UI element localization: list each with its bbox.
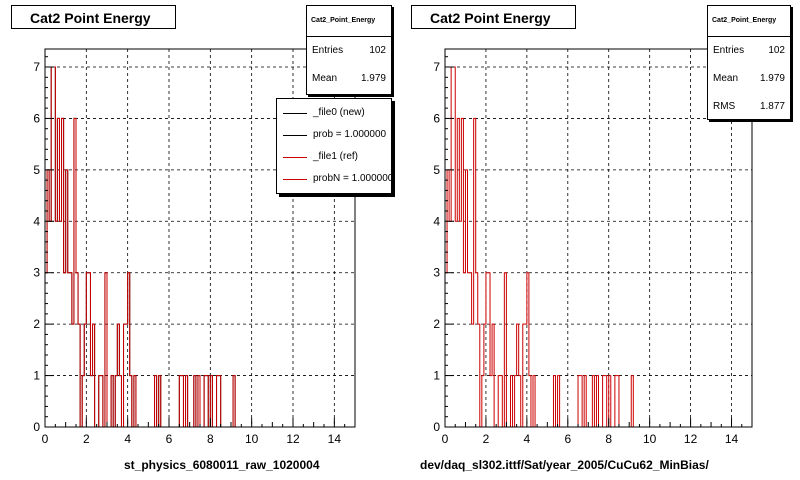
y-tick-label: 1 [433,369,440,383]
y-tick-label: 6 [33,111,40,125]
y-tick-label: 2 [433,317,440,331]
x-tick-label: 6 [564,432,571,446]
y-tick-label: 0 [33,420,40,434]
y-tick-label: 5 [433,163,440,177]
legend-line [283,156,307,158]
legend-line [283,134,307,136]
right-stats-row-rms: RMS 1.877 [708,93,790,121]
legend-entry-label: prob = 1.000000 [313,129,387,140]
right-stats-mean-value: 1.979 [759,73,785,84]
y-tick-label: 4 [33,214,40,228]
left-legend: _file0 (new) prob = 1.000000 _file1 (ref… [276,98,392,194]
y-tick-label: 1 [33,369,40,383]
legend-line [283,178,307,180]
right-run-label: dev/daq_sl302.ittf/Sat/year_2005/CuCu62_… [420,458,709,472]
y-tick-label: 4 [433,214,440,228]
y-tick-label: 6 [433,111,440,125]
legend-entry: prob = 1.000000 [277,124,391,146]
legend-entry-label: _file0 (new) [313,107,365,118]
y-tick-label: 2 [33,317,40,331]
x-tick-label: 14 [328,432,342,446]
x-tick-label: 8 [207,432,214,446]
y-tick-label: 0 [433,420,440,434]
y-tick-label: 7 [433,60,440,74]
left-pad: 0 2 4 6 8 10 12 14 0 1 2 3 4 5 6 7 Cat2 Point Energy Ca… [11,5,392,472]
x-tick-label: 6 [166,432,173,446]
legend-entry: _file1 (ref) [277,146,391,168]
x-tick-label: 12 [286,432,300,446]
right-stats-entries-label: Entries [713,45,745,56]
x-tick-label: 12 [684,432,698,446]
right-stats-rms-label: RMS [713,101,736,112]
right-stats-rms-value: 1.877 [759,101,785,112]
legend-line [283,112,307,114]
x-tick-label: 2 [483,432,490,446]
legend-entry-label: probN = 1.000000 [313,173,392,184]
left-title-box: Cat2 Point Energy [11,5,176,29]
left-stats-row-mean: Mean 1.979 [307,65,391,93]
right-title: Cat2 Point Energy [430,10,551,26]
left-stats-entries-value: 102 [369,45,386,56]
x-tick-label: 0 [42,432,49,446]
y-tick-label: 3 [433,266,440,280]
x-tick-label: 0 [442,432,449,446]
legend-entry: probN = 1.000000 [277,168,391,190]
right-stats-box: Cat2_Point_Energy Entries 102 Mean 1.979… [707,5,791,120]
x-tick-label: 2 [83,432,90,446]
left-stats-name: Cat2_Point_Energy [307,6,391,37]
right-stats-row-entries: Entries 102 [708,37,790,65]
right-stats-mean-label: Mean [713,73,739,84]
y-tick-label: 3 [33,266,40,280]
right-title-box: Cat2 Point Energy [411,5,576,29]
y-tick-label: 7 [33,60,40,74]
histogram-series-line [444,66,752,428]
legend-entry-label: _file1 (ref) [313,151,359,162]
x-tick-label: 10 [245,432,259,446]
x-tick-label: 8 [605,432,612,446]
right-stats-name: Cat2_Point_Energy [708,6,790,37]
x-tick-label: 14 [725,432,739,446]
left-stats-mean-label: Mean [312,73,338,84]
x-tick-label: 4 [124,432,131,446]
x-tick-label: 4 [524,432,531,446]
legend-entry: _file0 (new) [277,102,391,124]
right-pad: 0 2 4 6 8 10 12 14 0 1 2 3 4 5 6 7 Cat2 Point Energy Ca… [400,0,800,480]
plot-frame [444,48,753,428]
left-stats-box: Cat2_Point_Energy Entries 102 Mean 1.979 [306,5,392,95]
y-tick-label: 5 [33,163,40,177]
x-tick-label: 10 [643,432,657,446]
left-stats-entries-label: Entries [312,45,344,56]
right-stats-entries-value: 102 [768,45,785,56]
left-stats-row-entries: Entries 102 [307,37,391,65]
left-stats-mean-value: 1.979 [360,73,386,84]
left-run-label: st_physics_6080011_raw_1020004 [124,458,320,472]
right-stats-row-mean: Mean 1.979 [708,65,790,93]
left-title: Cat2 Point Energy [30,10,151,26]
